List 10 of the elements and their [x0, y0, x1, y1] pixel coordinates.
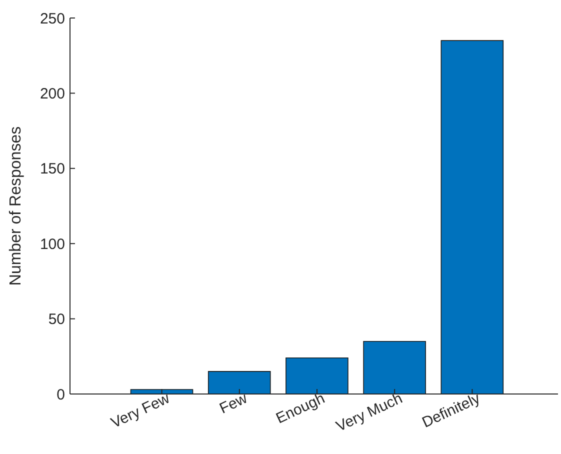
y-tick-label: 50	[48, 311, 65, 328]
y-tick-label: 0	[56, 386, 65, 404]
y-tick-label: 200	[40, 86, 65, 103]
y-tick-label: 150	[40, 160, 65, 178]
x-tick-label: Very Much	[334, 390, 406, 436]
y-tick-label: 250	[40, 10, 65, 28]
x-tick-label: Few	[217, 390, 250, 418]
y-tick-label: 100	[40, 236, 65, 253]
x-tick-label: Very Few	[108, 390, 172, 432]
y-axis-title: Number of Responses	[8, 126, 25, 286]
